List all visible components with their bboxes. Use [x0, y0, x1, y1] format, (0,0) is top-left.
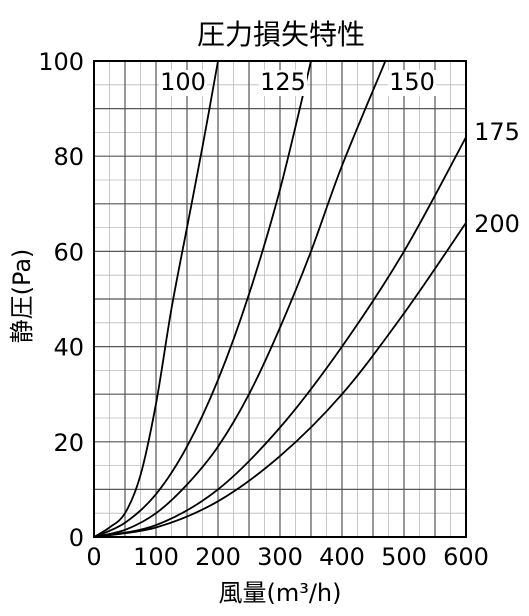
y-tick-label: 60 [53, 238, 84, 266]
series-label-125: 125 [260, 68, 306, 96]
y-tick-label: 100 [38, 48, 84, 76]
y-tick-label: 80 [53, 143, 84, 171]
x-tick-labels: 0 100 200 300 400 500 600 [86, 543, 489, 571]
x-tick-label: 0 [86, 543, 101, 571]
y-tick-label: 20 [53, 429, 84, 457]
chart-title: 圧力損失特性 [197, 18, 365, 51]
series-line-125 [93, 60, 312, 538]
series-label-200: 200 [474, 210, 520, 238]
series-lines [93, 60, 467, 538]
x-tick-label: 200 [195, 543, 241, 571]
series-label-bg [259, 70, 307, 96]
y-axis-label: 静圧(Pa) [8, 249, 36, 344]
y-tick-label: 40 [53, 334, 84, 362]
series-line-150 [93, 60, 387, 538]
plot-frame [93, 60, 467, 538]
series-label-100: 100 [160, 68, 206, 96]
series-line-100 [93, 60, 219, 538]
x-tick-label: 400 [319, 543, 365, 571]
series-label-175: 175 [474, 118, 520, 146]
series-line-175 [93, 136, 467, 538]
x-tick-label: 300 [257, 543, 303, 571]
y-tick-label: 0 [69, 524, 84, 552]
series-labels: 100 125 150 175 200 [159, 68, 520, 238]
series-line-200 [93, 222, 467, 538]
x-axis-label: 風量(m³/h) [218, 579, 341, 607]
x-tick-label: 100 [133, 543, 179, 571]
y-tick-labels: 0 20 40 60 80 100 [38, 48, 84, 552]
series-label-bg [388, 70, 436, 96]
x-tick-label: 600 [443, 543, 489, 571]
series-label-bg [159, 70, 207, 96]
x-tick-label: 500 [381, 543, 427, 571]
series-label-150: 150 [389, 68, 435, 96]
